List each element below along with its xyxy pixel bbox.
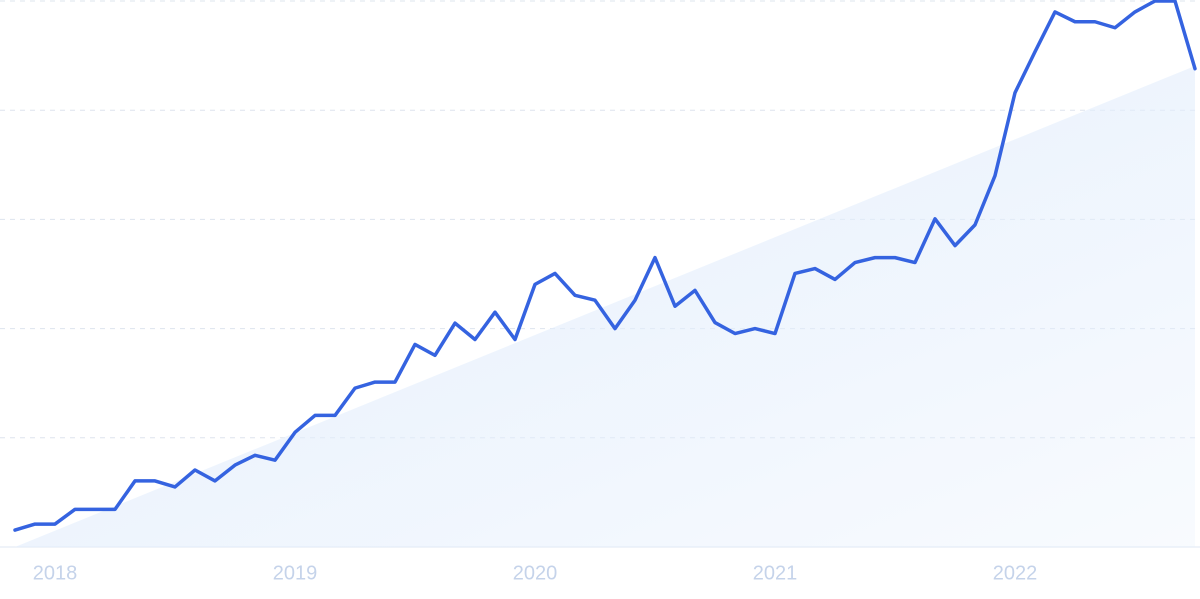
x-tick-label: 2018: [33, 562, 78, 584]
trend-area: [15, 65, 1195, 547]
x-tick-label: 2022: [993, 562, 1038, 584]
x-tick-label: 2021: [753, 562, 798, 584]
x-tick-label: 2020: [513, 562, 558, 584]
trend-line: [13, 0, 1197, 532]
x-tick-label: 2019: [273, 562, 318, 584]
